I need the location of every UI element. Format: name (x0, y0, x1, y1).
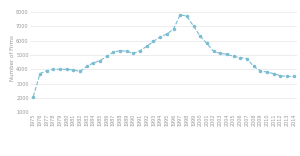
number of firms (38, 73, 42, 75)
number of firms (165, 33, 169, 35)
number of firms (172, 28, 175, 30)
number of firms (198, 35, 202, 37)
number of firms (192, 25, 195, 27)
number of firms (152, 40, 155, 42)
number of firms (212, 50, 215, 52)
number of firms (52, 68, 55, 70)
Y-axis label: Number of Firms: Number of Firms (10, 36, 15, 81)
number of firms (245, 58, 249, 59)
number of firms (232, 55, 236, 57)
number of firms (92, 62, 95, 64)
number of firms (125, 50, 129, 52)
number of firms (178, 14, 182, 16)
number of firms (78, 71, 82, 72)
number of firms (158, 36, 162, 38)
number of firms (272, 73, 275, 75)
Line: number of firms: number of firms (32, 14, 295, 98)
number of firms (65, 68, 68, 70)
number of firms (259, 70, 262, 72)
number of firms (118, 50, 122, 51)
number of firms (72, 69, 75, 71)
number of firms (278, 75, 282, 77)
number of firms (45, 70, 49, 72)
number of firms (145, 45, 148, 47)
number of firms (285, 76, 289, 77)
number of firms (58, 68, 62, 70)
number of firms (218, 53, 222, 54)
number of firms (112, 51, 115, 53)
number of firms (32, 96, 35, 98)
number of firms (132, 53, 135, 54)
number of firms (105, 55, 109, 57)
number of firms (225, 53, 229, 55)
number of firms (238, 57, 242, 59)
number of firms (98, 60, 102, 62)
number of firms (292, 76, 296, 77)
number of firms (265, 71, 269, 73)
number of firms (138, 50, 142, 51)
number of firms (85, 66, 88, 67)
number of firms (252, 66, 255, 67)
number of firms (185, 15, 189, 17)
number of firms (205, 42, 209, 44)
